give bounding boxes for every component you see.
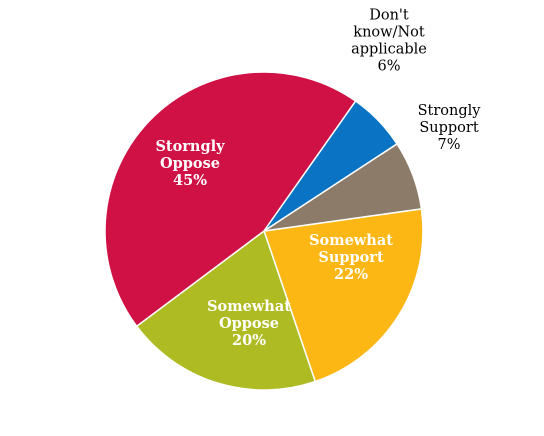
- slice-label-line: Oppose: [219, 315, 279, 332]
- slice-label-line: Support: [419, 120, 478, 136]
- slice-label-line: 6%: [377, 59, 400, 75]
- pie-slice-storngly-oppose: [104, 71, 357, 328]
- slice-labels: Somewhat Support 22%Somewhat Oppose 20%Storn…: [155, 8, 481, 350]
- slice-label-line: Oppose: [160, 155, 220, 172]
- slice-label-line: Storngly: [155, 138, 225, 155]
- slice-label-line: know/Not: [353, 25, 425, 41]
- slice-label-strongly-support: Strongly Support 7%: [418, 103, 482, 153]
- slice-label-line: Don't: [369, 8, 409, 24]
- slice-label-line: 45%: [173, 172, 207, 189]
- slice-label-don-t-know-not-applicable: Don't know/Not applicable 6%: [351, 8, 427, 75]
- pie-slice-strongly-support: [263, 142, 423, 232]
- slice-label-line: Support: [318, 249, 384, 266]
- slice-label-line: Strongly: [418, 103, 482, 119]
- slice-label-line: 22%: [334, 266, 368, 283]
- pie-slice-somewhat-oppose: [135, 229, 317, 391]
- pie-slice-somewhat-support: [262, 208, 424, 383]
- slice-label-line: Somewhat: [207, 298, 291, 315]
- slice-label-line: 7%: [437, 137, 460, 153]
- slice-label-somewhat-oppose: Somewhat Oppose 20%: [207, 298, 291, 349]
- slice-label-line: Somewhat: [309, 232, 393, 249]
- slice-label-line: applicable: [351, 42, 427, 58]
- pie-slices: [104, 71, 424, 391]
- slice-label-line: 20%: [232, 332, 266, 349]
- slice-label-somewhat-support: Somewhat Support 22%: [309, 232, 393, 283]
- slice-label-storngly-oppose: Storngly Oppose 45%: [155, 138, 225, 189]
